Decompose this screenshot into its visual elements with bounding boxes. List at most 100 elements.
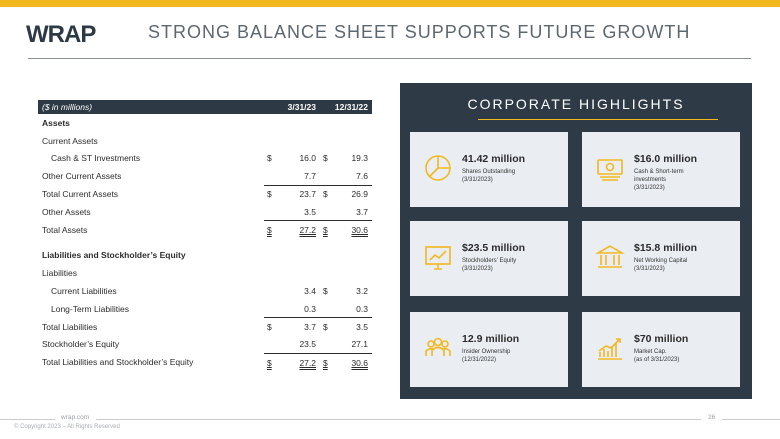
highlight-card-shares-outstanding: 41.42 million Shares Outstanding (3/31/2…	[410, 132, 568, 207]
highlight-label: Shares Outstanding (3/31/2023)	[462, 169, 516, 183]
row-label: Cash & ST Investments	[51, 153, 141, 164]
panel-title: CORPORATE HIGHLIGHTS	[467, 96, 685, 112]
value-12-31-22: 0.3	[332, 299, 372, 319]
row-label: Total Liabilities and Stockholder’s Equi…	[42, 357, 194, 368]
footer-rule-left	[0, 419, 55, 420]
highlight-card-cash: $16.0 million Cash & Short-term investme…	[582, 132, 740, 207]
cash-icon	[597, 159, 623, 181]
footer-rule-right	[722, 419, 780, 420]
title-divider	[28, 58, 751, 59]
value-3-31-23: 3.4	[304, 286, 316, 297]
bank-building-icon	[595, 245, 625, 268]
row-label: Long-Term Liabilities	[51, 303, 129, 314]
row-label: Stockholder’s Equity	[42, 339, 120, 350]
highlight-label: Market Cap. (as of 3/31/2023)	[634, 349, 680, 363]
wrap-logo: WRAP	[26, 21, 97, 46]
value-3-31-23: 27.2	[299, 357, 316, 368]
row-label: Liabilities and Stockholder’s Equity	[42, 250, 186, 261]
footer-rule-mid	[96, 419, 701, 420]
value-12-31-22: 3.2	[356, 286, 368, 297]
highlight-card-net-working-capital: $15.8 million Net Working Capital (3/31/…	[582, 221, 740, 296]
row-label: Other Current Assets	[42, 171, 122, 182]
highlight-value: 41.42 million	[462, 153, 526, 165]
row-label: Current Assets	[42, 135, 98, 146]
svg-text:WRAP: WRAP	[26, 21, 96, 46]
corporate-highlights-panel: CORPORATE HIGHLIGHTS 41.42 million Share…	[400, 83, 752, 399]
table-row: Other Assets 3.5 3.7	[38, 202, 372, 222]
value-12-31-22: 27.1	[332, 335, 372, 354]
highlight-label: Stockholders’ Equity (3/31/2023)	[462, 258, 517, 272]
highlight-value: 12.9 million	[462, 333, 520, 345]
column-header-12-31-22: 12/31/22	[320, 100, 372, 114]
row-label: Liabilities	[42, 268, 77, 279]
highlight-label: Net Working Capital (3/31/2023)	[634, 258, 688, 272]
row-label: Total Liabilities	[42, 321, 98, 332]
value-12-31-22: 30.6	[351, 357, 368, 368]
page-number: 26	[708, 414, 716, 421]
top-accent-bar	[0, 0, 780, 7]
highlight-label: Cash & Short-term investments (3/31/2023…	[634, 169, 684, 191]
presentation-board-icon	[425, 246, 451, 270]
value-12-31-22: 3.7	[332, 202, 372, 222]
table-row: Total Current Assets $ 23.7 $ 26.9	[38, 185, 372, 203]
table-row: Liabilities	[38, 264, 372, 282]
value-3-31-23: 0.3	[276, 299, 320, 319]
value-3-31-23: 23.5	[276, 335, 320, 354]
slide-title: STRONG BALANCE SHEET SUPPORTS FUTURE GRO…	[148, 22, 691, 42]
value-3-31-23: 3.7	[304, 321, 316, 332]
value-3-31-23: 16.0	[299, 153, 316, 164]
copyright-text: © Copyright 2023 – All Rights Reserved	[14, 424, 120, 430]
currency-symbol: $	[323, 357, 328, 368]
footer-site: wrap.com	[61, 414, 90, 421]
growth-chart-icon	[598, 338, 622, 360]
table-row: Long-Term Liabilities 0.3 0.3	[38, 299, 372, 319]
value-12-31-22: 7.6	[332, 167, 372, 186]
row-label: Total Current Assets	[42, 189, 119, 200]
pie-chart-icon	[425, 155, 451, 181]
table-row: Liabilities and Stockholder’s Equity	[38, 247, 372, 265]
table-row: Current Liabilities 3.4 $ 3.2	[38, 282, 372, 300]
column-header-3-31-23: 3/31/23	[264, 100, 320, 114]
table-row: Total Assets $ 27.2 $ 30.6	[38, 221, 372, 239]
highlight-value: $16.0 million	[634, 153, 698, 165]
currency-symbol: $	[267, 153, 272, 164]
highlight-card-insider-ownership: 12.9 million Insider Ownership (12/31/20…	[410, 312, 568, 387]
highlight-card-market-cap: $70 million Market Cap. (as of 3/31/2023…	[582, 312, 740, 387]
value-12-31-22: 30.6	[351, 224, 368, 235]
row-label: Other Assets	[42, 206, 91, 217]
highlight-value: $70 million	[634, 333, 689, 345]
highlight-value: $23.5 million	[462, 242, 526, 254]
table-row: Total Liabilities $ 3.7 $ 3.5	[38, 318, 372, 336]
currency-symbol: $	[267, 321, 272, 332]
table-row: Current Assets	[38, 132, 372, 150]
currency-symbol: $	[267, 357, 272, 368]
currency-symbol: $	[267, 224, 272, 235]
value-3-31-23: 3.5	[276, 202, 320, 222]
currency-symbol: $	[267, 189, 272, 200]
value-3-31-23: 7.7	[276, 167, 320, 186]
table-row: Stockholder’s Equity 23.5 27.1	[38, 335, 372, 354]
value-3-31-23: 27.2	[299, 224, 316, 235]
row-label: Current Liabilities	[51, 286, 117, 297]
units-header: ($ in millions)	[38, 100, 264, 114]
table-row: Assets	[38, 114, 372, 132]
highlight-card-stockholders-equity: $23.5 million Stockholders’ Equity (3/31…	[410, 221, 568, 296]
value-12-31-22: 26.9	[351, 189, 368, 200]
people-group-icon	[425, 337, 451, 356]
spacer-row	[38, 239, 372, 247]
currency-symbol: $	[323, 224, 328, 235]
balance-sheet-table: ($ in millions) 3/31/23 12/31/22 Assets …	[38, 100, 372, 371]
currency-symbol: $	[323, 189, 328, 200]
table-row: Cash & ST Investments $ 16.0 $ 19.3	[38, 150, 372, 168]
highlight-label: Insider Ownership (12/31/2022)	[462, 349, 511, 363]
value-3-31-23: 23.7	[299, 189, 316, 200]
currency-symbol: $	[323, 321, 328, 332]
highlight-value: $15.8 million	[634, 242, 698, 254]
currency-symbol: $	[323, 286, 328, 297]
value-12-31-22: 19.3	[351, 153, 368, 164]
row-label: Assets	[42, 117, 70, 128]
currency-symbol: $	[323, 153, 328, 164]
table-row: Total Liabilities and Stockholder’s Equi…	[38, 353, 372, 371]
panel-title-underline	[478, 119, 718, 120]
row-label: Total Assets	[42, 224, 88, 235]
